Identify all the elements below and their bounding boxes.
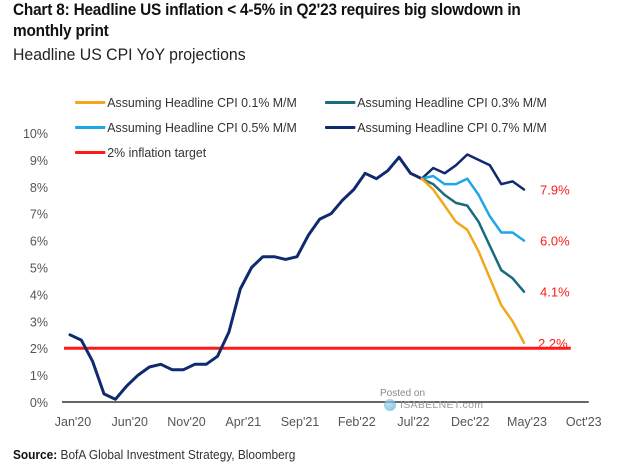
legend-item-cpi-0-1: Assuming Headline CPI 0.1% M/M <box>75 95 297 110</box>
legend-label: 2% inflation target <box>107 145 207 160</box>
watermark-globe-icon <box>384 399 396 411</box>
source-text: BofA Global Investment Strategy, Bloombe… <box>60 448 296 462</box>
y-tick-label: 6% <box>30 235 48 249</box>
x-tick-label: Apr'21 <box>225 415 261 429</box>
y-tick-label: 7% <box>30 208 48 222</box>
legend-label: Assuming Headline CPI 0.1% M/M <box>107 95 297 110</box>
x-tick-label: Jul'22 <box>397 415 429 429</box>
y-tick-label: 2% <box>30 342 48 356</box>
series-line-cpi-0-1 <box>420 177 526 345</box>
x-tick-label: May'23 <box>507 415 547 429</box>
end-label-cpi-0-1: 2.2% <box>538 336 568 351</box>
y-tick-label: 0% <box>30 396 48 410</box>
legend-swatch-cpi-0-7 <box>325 126 356 129</box>
x-tick-label: Sep'21 <box>281 415 320 429</box>
legend-label: Assuming Headline CPI 0.7% M/M <box>357 120 547 135</box>
y-tick-label: 4% <box>30 288 48 302</box>
end-label-cpi-0-5: 6.0% <box>540 234 570 249</box>
legend-swatch-inflation-target <box>75 151 106 154</box>
legend-item-cpi-0-5: Assuming Headline CPI 0.5% M/M <box>75 120 297 135</box>
legend-swatch-cpi-0-3 <box>325 101 356 104</box>
y-tick-label: 1% <box>30 369 48 383</box>
x-tick-label: Jan'20 <box>55 415 91 429</box>
end-labels: 7.9% 6.0% 4.1% 2.2% <box>538 182 570 350</box>
watermark-site: ISABELNET.com <box>400 399 484 411</box>
source-note: Source: BofA Global Investment Strategy,… <box>13 448 295 462</box>
x-axis: Jan'20 Jun'20 Nov'20 Apr'21 Sep'21 Feb'22 Jul'… <box>55 415 602 429</box>
legend-label: Assuming Headline CPI 0.5% M/M <box>107 120 297 135</box>
x-tick-label: Dec'22 <box>451 415 490 429</box>
chart-subtitle: Headline US CPI YoY projections <box>13 45 246 64</box>
x-tick-label: Oct'23 <box>566 415 602 429</box>
series-line-cpi-0-7 <box>420 153 526 191</box>
x-tick-label: Nov'20 <box>167 415 206 429</box>
y-tick-label: 5% <box>30 262 48 276</box>
end-label-cpi-0-3: 4.1% <box>540 285 570 300</box>
legend-item-inflation-target: 2% inflation target <box>75 145 206 160</box>
y-tick-label: 8% <box>30 181 48 195</box>
legend-label: Assuming Headline CPI 0.3% M/M <box>357 95 547 110</box>
series-line-history <box>68 155 424 401</box>
series-lines <box>68 153 526 401</box>
source-label: Source: <box>13 448 58 462</box>
legend-swatch-cpi-0-5 <box>75 126 106 129</box>
y-tick-label: 3% <box>30 315 48 329</box>
chart-title: Chart 8: Headline US inflation < 4-5% in… <box>13 1 521 40</box>
y-axis: 0% 1% 2% 3% 4% 5% 6% 7% 8% 9% 10% <box>23 127 48 410</box>
x-tick-label: Jun'20 <box>112 415 148 429</box>
x-tick-label: Feb'22 <box>338 415 376 429</box>
legend-item-cpi-0-7: Assuming Headline CPI 0.7% M/M <box>325 120 547 135</box>
legend-item-cpi-0-3: Assuming Headline CPI 0.3% M/M <box>325 95 547 110</box>
series-line-cpi-0-3 <box>420 177 526 293</box>
series-line-cpi-0-5 <box>420 174 526 242</box>
y-tick-label: 10% <box>23 127 48 141</box>
legend-swatch-cpi-0-1 <box>75 101 106 104</box>
y-tick-label: 9% <box>30 154 48 168</box>
end-label-cpi-0-7: 7.9% <box>540 182 570 197</box>
watermark-posted-on: Posted on <box>380 388 426 399</box>
